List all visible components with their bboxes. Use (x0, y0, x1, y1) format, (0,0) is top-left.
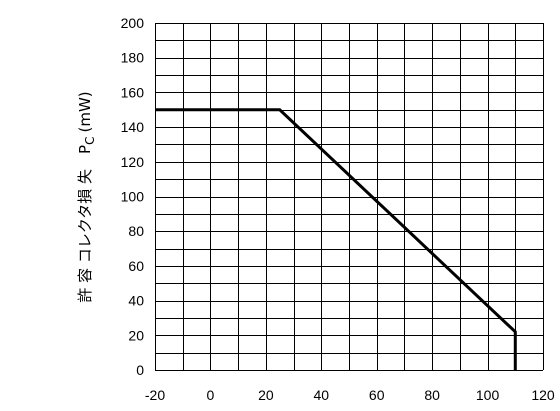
x-tick-label: 0 (207, 387, 215, 403)
y-tick-label: 140 (121, 119, 145, 135)
x-tick-label: 60 (369, 387, 385, 403)
y-tick-label: 80 (128, 223, 144, 239)
y-tick-label: 100 (121, 189, 145, 205)
y-tick-label: 200 (121, 15, 145, 31)
y-axis-label-main: 許 容 コレクタ損 失 P (76, 145, 94, 303)
grid-lines (155, 23, 544, 371)
y-tick-label: 160 (121, 84, 145, 100)
y-tick-label: 40 (128, 293, 144, 309)
x-tick-label: 100 (476, 387, 500, 403)
series-line (155, 108, 517, 370)
y-axis-label-subscript: C (83, 137, 97, 145)
y-axis-label-text: 許 容 コレクタ損 失 PC (mW) (76, 91, 97, 302)
x-tick-label: 40 (313, 387, 329, 403)
y-tick-label: 180 (121, 50, 145, 66)
y-tick-label: 20 (128, 327, 144, 343)
y-axis-label: 許 容 コレクタ損 失 PC (mW) (76, 91, 97, 302)
series-layer (155, 108, 517, 370)
x-tick-label: 20 (258, 387, 274, 403)
x-tick-label: 80 (424, 387, 440, 403)
y-tick-label: 60 (128, 258, 144, 274)
y-tick-label: 0 (136, 362, 144, 378)
x-tick-label: -20 (145, 387, 165, 403)
y-axis-label-unit: (mW) (76, 91, 94, 132)
y-tick-label: 120 (121, 154, 145, 170)
x-tick-label: 120 (531, 387, 555, 403)
